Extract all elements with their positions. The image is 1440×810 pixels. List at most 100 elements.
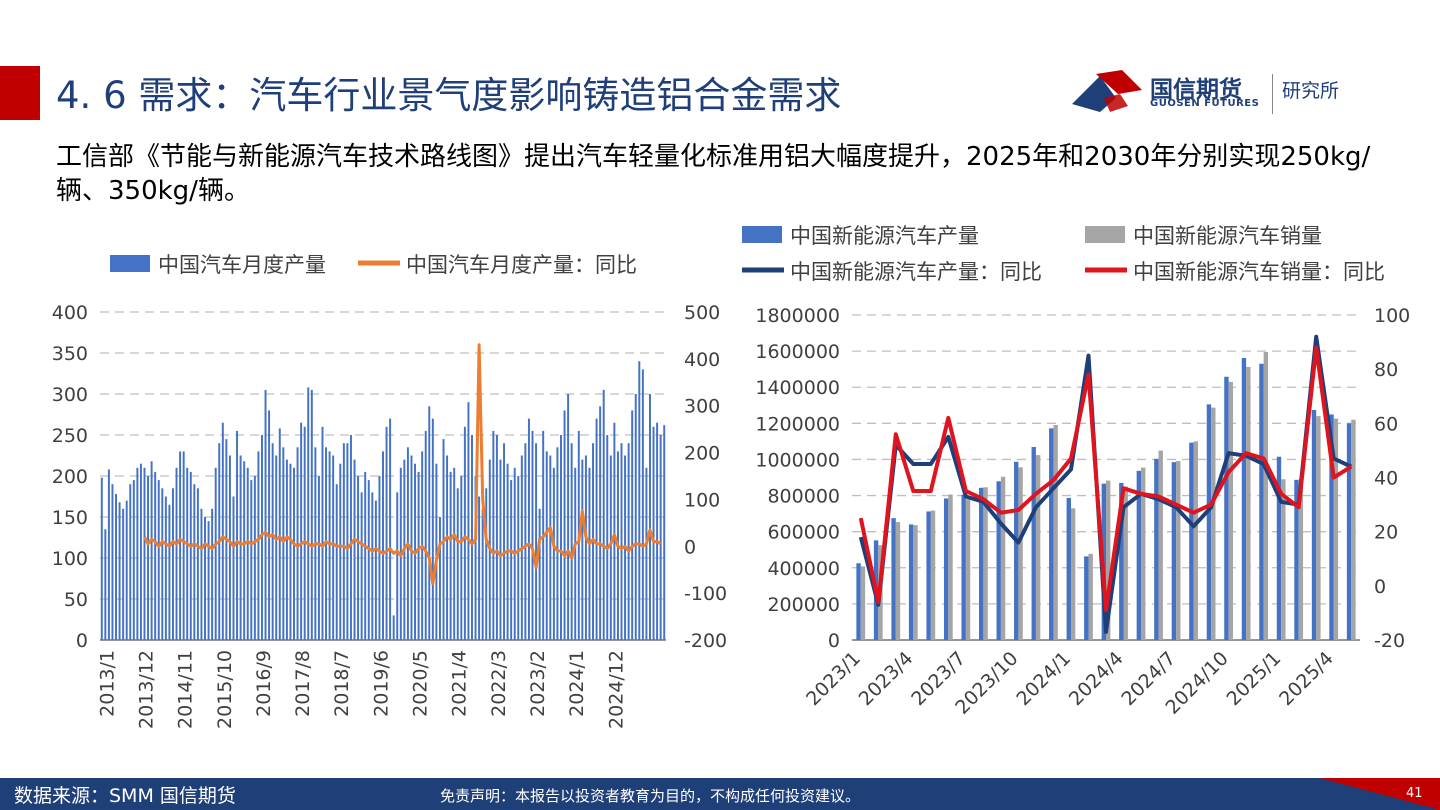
- bar: [549, 455, 552, 640]
- y-right-tick-label: 100: [1374, 305, 1410, 327]
- footer-red-corner: [1320, 778, 1440, 810]
- bar: [367, 480, 370, 640]
- x-tick-label: 2024/4: [1065, 647, 1128, 710]
- y-right-tick-label: -20: [1374, 630, 1405, 652]
- series-line: [143, 343, 662, 586]
- bar: [613, 422, 616, 640]
- bar: [1193, 441, 1198, 640]
- bar: [584, 455, 587, 640]
- bar: [122, 508, 125, 640]
- y-right-tick-label: 500: [684, 302, 720, 324]
- bar: [1346, 423, 1352, 640]
- bar: [1298, 478, 1304, 640]
- bar: [100, 477, 103, 640]
- bar: [1294, 479, 1299, 640]
- y-left-tick-label: 150: [52, 507, 88, 529]
- bar: [1123, 486, 1128, 640]
- bar: [193, 484, 196, 640]
- bar: [1084, 556, 1089, 640]
- y-right-tick-label: 0: [684, 536, 696, 558]
- disclaimer: 免责声明：本报告以投资者教育为目的，不构成任何投资建议。: [440, 787, 861, 805]
- bar: [115, 494, 117, 640]
- bar: [1224, 376, 1229, 640]
- bar: [602, 389, 605, 640]
- y-left-tick-label: 800000: [767, 486, 840, 508]
- bar: [303, 426, 306, 640]
- bar: [349, 435, 352, 640]
- bar: [495, 435, 498, 640]
- bar: [860, 566, 866, 640]
- bar: [236, 430, 239, 640]
- bar: [357, 476, 360, 640]
- bar: [428, 406, 431, 640]
- bar: [1154, 458, 1159, 640]
- bar: [552, 467, 555, 640]
- bar: [1014, 461, 1019, 640]
- bar: [965, 499, 971, 640]
- bar: [431, 418, 434, 640]
- bar: [118, 502, 121, 640]
- bar: [649, 394, 651, 640]
- bar: [930, 510, 936, 640]
- bar: [1206, 404, 1212, 640]
- x-tick-label: 2017/8: [292, 650, 314, 717]
- bar: [599, 406, 602, 640]
- bar: [342, 443, 345, 640]
- bar: [371, 492, 374, 640]
- bar: [1189, 442, 1194, 640]
- bar: [417, 471, 420, 640]
- legend-swatch-bar: [110, 255, 150, 272]
- y-left-tick-label: 1400000: [755, 377, 840, 399]
- bar: [606, 435, 609, 640]
- bar: [257, 451, 260, 640]
- bar: [627, 443, 630, 640]
- y-right-tick-label: 20: [1374, 522, 1398, 544]
- y-left-tick-label: 350: [52, 343, 88, 365]
- bar: [1031, 446, 1036, 640]
- x-tick-label: 2013/1: [96, 650, 118, 717]
- legend-label: 中国新能源汽车销量：同比: [1133, 260, 1385, 284]
- page-number: 41: [1406, 786, 1423, 801]
- y-right-tick-label: 300: [684, 396, 720, 418]
- bar: [1241, 357, 1247, 640]
- y-left-tick-label: 400000: [767, 558, 840, 580]
- legend-label: 中国汽车月度产量：同比: [406, 253, 637, 277]
- y-left-tick-label: 200: [52, 466, 88, 488]
- x-tick-label: 2016/9: [253, 650, 275, 717]
- x-tick-label: 2018/7: [331, 650, 353, 717]
- bar: [560, 435, 562, 640]
- bar: [467, 402, 470, 640]
- bar: [485, 488, 488, 640]
- bar: [307, 387, 310, 640]
- bar: [663, 425, 666, 640]
- bar: [321, 426, 324, 640]
- bar: [232, 496, 235, 640]
- bar: [478, 496, 481, 640]
- bar: [300, 422, 303, 640]
- bar: [1263, 352, 1269, 640]
- bar: [535, 443, 538, 640]
- y-left-tick-label: 50: [64, 589, 88, 611]
- bar: [293, 467, 295, 640]
- bar: [335, 484, 338, 640]
- x-tick-label: 2019/6: [370, 650, 392, 717]
- bar: [581, 459, 584, 640]
- x-tick-label: 2025/4: [1275, 647, 1338, 710]
- series-line: [858, 345, 1353, 613]
- bar: [631, 410, 634, 640]
- bar: [1053, 424, 1058, 640]
- bar: [1018, 467, 1023, 640]
- bar: [179, 451, 182, 640]
- bar: [524, 443, 527, 640]
- bar: [474, 476, 477, 640]
- bar: [164, 496, 167, 640]
- bar: [913, 525, 918, 640]
- bar: [1276, 456, 1282, 640]
- bar: [147, 476, 150, 640]
- y-right-tick-label: -200: [684, 630, 727, 652]
- y-left-tick-label: 1600000: [755, 341, 840, 363]
- legend-label: 中国新能源汽车产量：同比: [790, 260, 1042, 284]
- bar: [264, 389, 267, 640]
- bar: [656, 422, 659, 640]
- y-left-tick-label: 600000: [767, 522, 840, 544]
